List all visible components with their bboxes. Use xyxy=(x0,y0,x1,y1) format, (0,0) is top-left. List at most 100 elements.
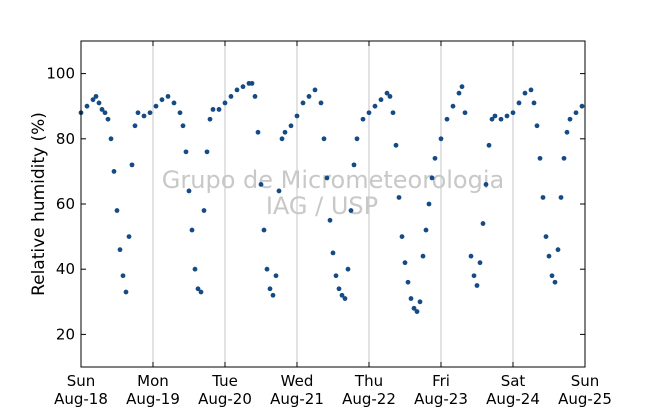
x-tick-label-date: Aug-18 xyxy=(54,390,108,408)
data-point xyxy=(222,100,228,106)
data-point xyxy=(273,273,279,279)
data-point xyxy=(342,296,348,301)
data-point xyxy=(294,113,300,119)
data-point xyxy=(429,175,435,181)
data-point xyxy=(234,87,240,93)
data-point xyxy=(462,110,468,116)
x-tick-label-day: Fri xyxy=(432,372,450,390)
y-tick-label: 100 xyxy=(46,65,75,83)
data-point xyxy=(108,136,114,142)
data-point xyxy=(90,97,96,103)
data-point xyxy=(390,110,396,116)
data-point xyxy=(258,182,264,187)
data-point xyxy=(567,116,573,122)
y-axis-label: Relative humidity (%) xyxy=(29,112,49,296)
data-point xyxy=(546,253,552,259)
data-point xyxy=(126,234,132,240)
data-point xyxy=(300,100,306,106)
watermark-line-2: IAG / USP xyxy=(266,192,378,220)
data-point xyxy=(306,94,312,99)
data-point xyxy=(378,97,384,103)
data-point xyxy=(189,227,195,233)
data-point xyxy=(330,250,336,256)
data-point xyxy=(114,208,120,213)
data-point xyxy=(579,103,585,109)
y-tick-label: 80 xyxy=(56,130,75,148)
data-point xyxy=(135,110,141,116)
data-point xyxy=(123,289,129,295)
data-point xyxy=(402,260,408,266)
data-point xyxy=(252,94,258,99)
data-point xyxy=(354,136,360,142)
data-point xyxy=(516,100,522,106)
x-tick-label-date: Aug-23 xyxy=(414,390,468,408)
data-point xyxy=(405,279,411,285)
data-point xyxy=(564,129,570,135)
y-tick-label: 40 xyxy=(56,260,75,278)
data-point xyxy=(321,136,327,142)
x-axis-ticks: SunAug-18MonAug-19TueAug-20WedAug-21ThuA… xyxy=(54,41,612,408)
data-point xyxy=(171,100,177,106)
data-point xyxy=(360,116,366,122)
data-point xyxy=(240,84,246,90)
data-point xyxy=(201,208,207,213)
x-tick-label-date: Aug-22 xyxy=(342,390,396,408)
data-point xyxy=(393,142,399,148)
data-point xyxy=(216,107,222,112)
data-point xyxy=(510,110,516,116)
data-point xyxy=(534,123,540,129)
data-point xyxy=(498,116,504,122)
data-point xyxy=(279,136,285,142)
data-point xyxy=(522,90,528,96)
x-tick-label-date: Aug-25 xyxy=(558,390,612,408)
data-point xyxy=(267,286,273,292)
data-point xyxy=(420,253,426,259)
data-point xyxy=(486,142,492,148)
data-point xyxy=(186,188,192,194)
x-tick-label-day: Thu xyxy=(354,372,383,390)
data-point xyxy=(471,273,477,279)
data-point xyxy=(474,283,480,288)
y-axis-ticks: 20 40 60 80 100 xyxy=(46,65,585,343)
data-point xyxy=(432,155,438,161)
data-point xyxy=(438,136,444,142)
data-point xyxy=(489,116,495,122)
data-point xyxy=(312,87,318,93)
data-point xyxy=(504,113,510,119)
data-point xyxy=(264,266,270,272)
data-point xyxy=(324,175,330,181)
data-point xyxy=(468,253,474,259)
data-point xyxy=(426,201,432,207)
data-point xyxy=(558,195,564,200)
data-point xyxy=(528,87,534,93)
data-point xyxy=(459,84,465,90)
data-point xyxy=(117,247,123,253)
data-point xyxy=(210,107,216,112)
data-point xyxy=(195,286,201,292)
data-point xyxy=(384,90,390,96)
y-tick-label: 60 xyxy=(56,195,75,213)
y-tick-label: 20 xyxy=(56,325,75,343)
data-point xyxy=(339,292,345,298)
watermark: Grupo de Micrometeorologia IAG / USP xyxy=(162,166,504,220)
data-point xyxy=(540,195,546,200)
data-point xyxy=(555,247,561,253)
data-point xyxy=(327,217,333,223)
data-point xyxy=(183,149,189,155)
x-tick-label-date: Aug-19 xyxy=(126,390,180,408)
x-tick-label-day: Sun xyxy=(571,372,600,390)
data-point xyxy=(120,273,126,279)
data-point xyxy=(387,94,393,99)
data-point xyxy=(456,90,462,96)
data-point xyxy=(351,162,357,168)
data-point xyxy=(147,110,153,116)
data-point xyxy=(180,123,186,129)
data-point xyxy=(159,97,165,103)
data-point xyxy=(270,292,276,298)
data-point xyxy=(399,234,405,240)
data-point xyxy=(288,123,294,129)
data-point xyxy=(366,110,372,116)
data-point xyxy=(531,100,537,106)
data-point xyxy=(198,289,204,295)
